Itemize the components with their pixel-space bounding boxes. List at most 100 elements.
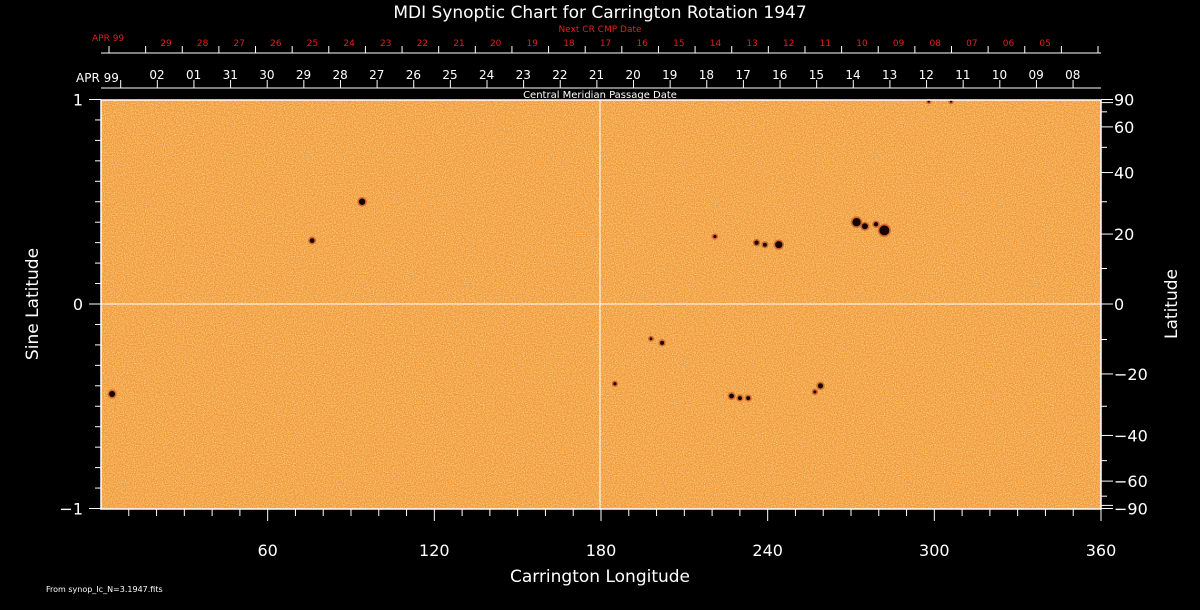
cmp-date-label: 22 (552, 68, 567, 82)
sunspot (879, 225, 890, 236)
sunspot (762, 242, 767, 247)
next-cr-date-label: 25 (307, 39, 318, 49)
x-tick-labels: 60 120 180 240 300 360 (257, 541, 1116, 560)
y-right-tick-labels: 90 60 40 20 0 −20 −40 −60 −90 (1114, 91, 1148, 519)
next-cr-date-label: 12 (783, 39, 794, 49)
cmp-date-label: 25 (442, 68, 457, 82)
next-cr-date-label: 19 (527, 39, 539, 49)
cmp-date-label: 15 (809, 68, 824, 82)
cmp-date-label: 31 (223, 68, 238, 82)
next-cr-date-label: 05 (1039, 39, 1050, 49)
sunspot (817, 383, 824, 389)
sunspot (358, 198, 366, 205)
y-left-axis-label: Sine Latitude (23, 248, 43, 360)
cmp-date-label: 12 (919, 68, 934, 82)
cmp-date-label: 29 (296, 68, 311, 82)
sunspot (927, 100, 930, 103)
x-tick-label: 360 (1086, 541, 1117, 560)
cmp-date-label: 10 (992, 68, 1007, 82)
sunspot (737, 396, 742, 401)
cmp-date-label: 28 (333, 68, 348, 82)
next-cr-date-label: 14 (710, 39, 722, 49)
next-cr-ticks (108, 46, 1099, 53)
y-left-ticks (89, 99, 101, 509)
sunspot (309, 238, 315, 244)
next-cr-date-labels: 29 28 27 26 25 24 23 22 21 20 19 18 17 16 15 14 13 12 11 10… (160, 39, 1051, 49)
x-tick-label: 180 (586, 541, 617, 560)
next-cr-date-label: 10 (856, 39, 868, 49)
y-right-tick-label: 40 (1114, 164, 1134, 183)
cmp-date-label: 09 (1028, 68, 1043, 82)
cmp-date-label: 26 (406, 68, 421, 82)
next-cr-label: Next CR CMP Date (558, 25, 642, 35)
sunspot-features (107, 98, 954, 402)
next-cr-date-label: 22 (417, 39, 428, 49)
x-tick-label: 240 (752, 541, 783, 560)
sunspot (861, 223, 868, 230)
cmp-date-label: 24 (479, 68, 494, 82)
next-cr-date-label: 24 (343, 39, 355, 49)
sunspot (746, 396, 751, 401)
y-left-tick-label: 1 (73, 91, 83, 110)
y-right-tick-label: 20 (1114, 225, 1134, 244)
cmp-date-label: 27 (369, 68, 384, 82)
y-right-tick-label: −90 (1114, 500, 1148, 519)
next-cr-date-label: 09 (893, 39, 905, 49)
sunspot (729, 393, 734, 399)
cmp-date-label: 11 (955, 68, 970, 82)
sunspot (713, 234, 717, 239)
cmp-date-label: 01 (186, 68, 201, 82)
cmp-date-label: 23 (516, 68, 531, 82)
cmp-axis-label: Central Meridian Passage Date (523, 90, 677, 101)
cmp-date-label: 20 (626, 68, 641, 82)
x-tick-label: 120 (419, 541, 450, 560)
next-cr-date-label: 11 (820, 39, 831, 49)
cmp-date-label: 14 (845, 68, 860, 82)
sunspot (660, 340, 665, 345)
next-cr-date-label: 16 (636, 39, 648, 49)
sunspot (775, 241, 783, 249)
x-tick-label: 60 (257, 541, 277, 560)
sunspot (949, 100, 953, 103)
y-right-tick-label: 60 (1114, 118, 1134, 137)
sunspot (852, 218, 861, 227)
y-right-ticks (1101, 99, 1113, 509)
y-right-tick-label: 90 (1114, 91, 1134, 110)
sunspot (813, 390, 817, 394)
next-cr-date-label: 28 (197, 39, 209, 49)
next-cr-date-label: 23 (380, 39, 391, 49)
cmp-date-label: 17 (735, 68, 750, 82)
next-cr-date-label: 26 (270, 39, 282, 49)
next-cr-month: APR 99 (92, 34, 124, 44)
y-left-tick-label: 0 (73, 295, 83, 314)
cmp-date-label: 18 (699, 68, 714, 82)
y-right-tick-label: −20 (1114, 365, 1148, 384)
next-cr-date-label: 27 (234, 39, 245, 49)
cmp-date-label: 30 (259, 68, 274, 82)
sunspot (754, 240, 759, 245)
sunspot (109, 390, 116, 397)
next-cr-date-label: 15 (673, 39, 684, 49)
chart-title: MDI Synoptic Chart for Carrington Rotati… (393, 3, 806, 23)
next-cr-date-label: 13 (746, 39, 757, 49)
cmp-date-label: 19 (662, 68, 677, 82)
next-cr-date-label: 18 (563, 39, 575, 49)
cmp-date-label: 08 (1065, 68, 1080, 82)
sunspot (873, 222, 879, 227)
next-cr-date-label: 17 (600, 39, 611, 49)
y-right-tick-label: 0 (1114, 295, 1124, 314)
next-cr-date-label: 29 (160, 39, 172, 49)
next-cr-date-label: 06 (1003, 39, 1015, 49)
cmp-ticks (120, 80, 1074, 88)
x-ticks (128, 509, 1102, 521)
x-tick-label: 300 (919, 541, 950, 560)
y-right-tick-label: −60 (1114, 472, 1148, 491)
cmp-date-label: 13 (882, 68, 897, 82)
cmp-date-label: 02 (149, 68, 164, 82)
cmp-month: APR 99 (76, 71, 119, 85)
x-axis-label: Carrington Longitude (510, 567, 690, 587)
y-right-axis-label: Latitude (1162, 269, 1182, 339)
next-cr-date-label: 20 (490, 39, 502, 49)
cmp-date-labels: 02 01 31 30 29 28 27 26 25 24 23 22 21 20 19 18 17 16 15 14… (149, 68, 1080, 82)
